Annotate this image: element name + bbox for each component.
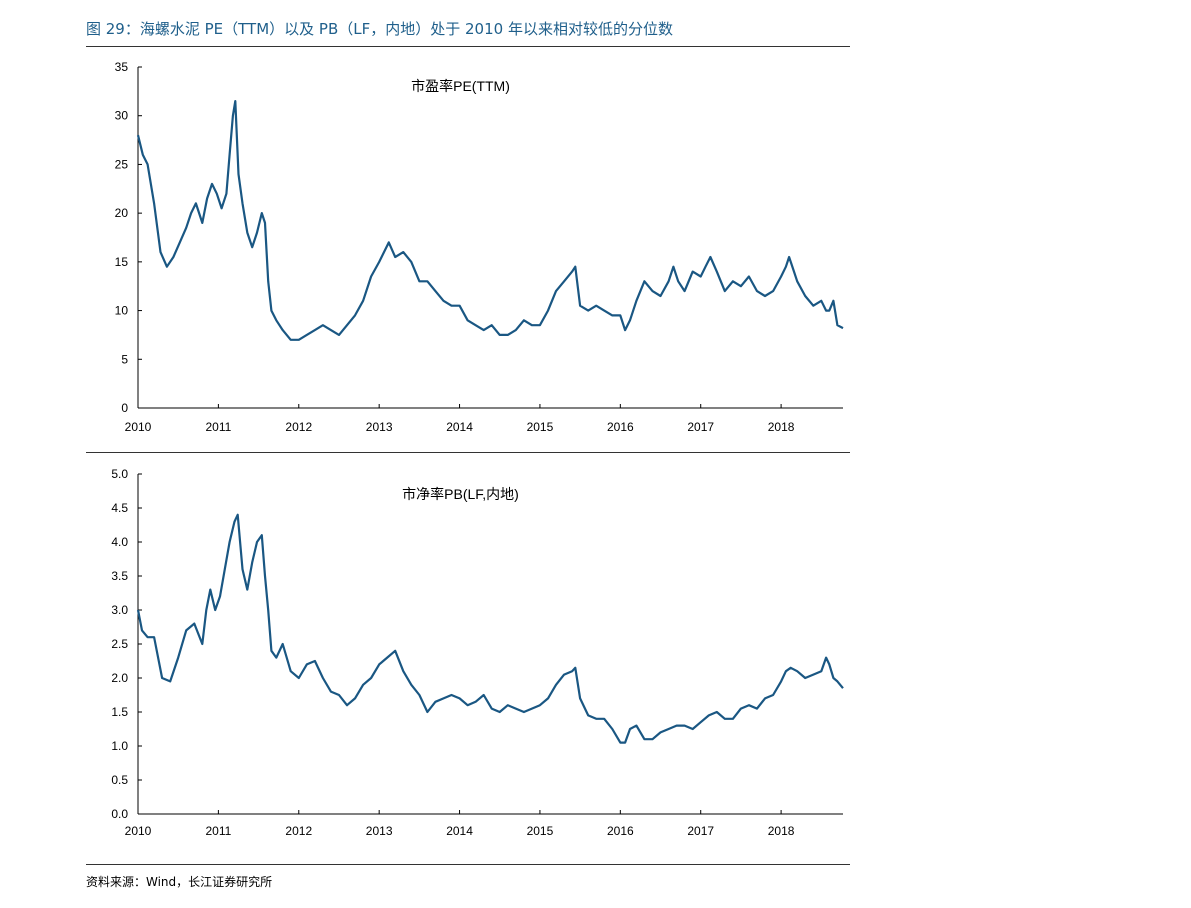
y-tick-label: 0.0 <box>111 807 128 821</box>
y-tick-label: 2.5 <box>111 637 128 651</box>
y-tick-label: 10 <box>115 304 129 318</box>
x-tick-label: 2018 <box>768 420 795 434</box>
y-tick-label: 25 <box>115 157 129 171</box>
x-tick-label: 2018 <box>768 824 795 838</box>
x-tick-label: 2011 <box>205 824 231 838</box>
series-line <box>136 513 844 744</box>
x-tick-label: 2017 <box>687 824 714 838</box>
y-tick-label: 3.0 <box>111 603 128 617</box>
x-tick-label: 2012 <box>285 420 312 434</box>
y-tick-label: 4.0 <box>111 535 128 549</box>
pb-chart: 0.0 0.5 1.0 1.5 2.0 2.5 3.0 3.5 4.0 4.5 5.0 2010 201… <box>111 467 844 838</box>
chart-title: 市盈率PE(TTM) <box>411 78 510 94</box>
x-tick-label: 2014 <box>446 420 473 434</box>
y-tick-label: 35 <box>115 60 129 74</box>
x-tick-label: 2010 <box>125 420 152 434</box>
y-tick-label: 2.0 <box>111 671 128 685</box>
x-tick-label: 2013 <box>366 824 393 838</box>
source-note: 资料来源：Wind，长江证券研究所 <box>86 875 273 889</box>
bottom-rule <box>86 864 850 865</box>
x-tick-label: 2016 <box>607 420 634 434</box>
x-tick-label: 2016 <box>607 824 634 838</box>
y-tick-label: 0.5 <box>111 773 128 787</box>
series-line <box>136 100 844 341</box>
y-tick-label: 1.5 <box>111 705 128 719</box>
y-tick-label: 30 <box>115 109 129 123</box>
y-tick-label: 4.5 <box>111 501 128 515</box>
x-tick-label: 2017 <box>687 420 714 434</box>
y-tick-label: 0 <box>121 401 128 415</box>
y-tick-label: 5 <box>121 352 128 366</box>
x-tick-label: 2012 <box>285 824 312 838</box>
x-tick-label: 2013 <box>366 420 393 434</box>
y-tick-label: 1.0 <box>111 739 128 753</box>
chart-title: 市净率PB(LF,内地) <box>402 486 519 502</box>
y-tick-label: 5.0 <box>111 467 128 481</box>
x-tick-label: 2011 <box>205 420 231 434</box>
x-tick-label: 2010 <box>125 824 152 838</box>
pe-chart: 0 5 10 15 20 25 30 35 2010 2011 2012 2013 2014 2015 20… <box>115 60 844 434</box>
y-tick-label: 3.5 <box>111 569 128 583</box>
figure-title: 图 29：海螺水泥 PE（TTM）以及 PB（LF，内地）处于 2010 年以来… <box>86 20 673 38</box>
x-tick-label: 2015 <box>527 824 554 838</box>
y-tick-label: 20 <box>115 206 129 220</box>
middle-rule <box>86 452 850 453</box>
top-rule <box>86 46 850 47</box>
x-tick-label: 2014 <box>446 824 473 838</box>
x-tick-label: 2015 <box>527 420 554 434</box>
y-tick-label: 15 <box>115 255 129 269</box>
